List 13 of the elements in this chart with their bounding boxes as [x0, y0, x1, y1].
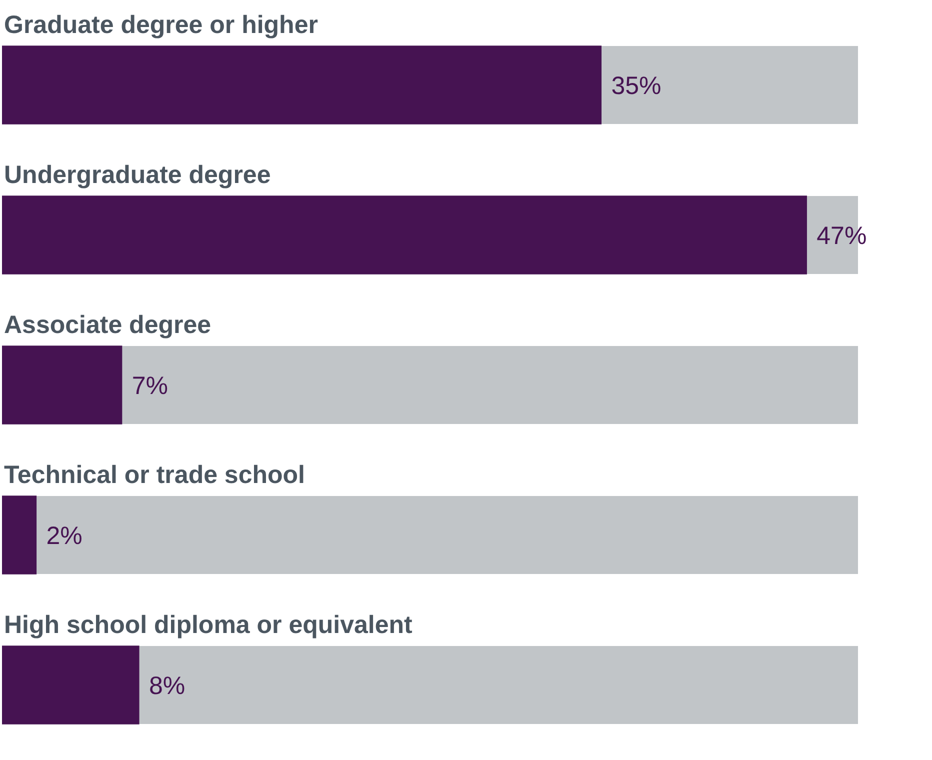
bar [2, 346, 122, 424]
y-tick-label: Undergraduate degree [4, 160, 271, 189]
bar [2, 646, 140, 724]
data-label: 35% [611, 72, 662, 100]
y-tick-label: Technical or trade school [4, 460, 306, 489]
data-label: 8% [148, 672, 186, 700]
data-label: 2% [46, 522, 82, 550]
y-tick-label: High school diploma or equivalent [4, 610, 414, 639]
data-label: 47% [816, 222, 867, 250]
y-tick-label: Graduate degree or higher [4, 10, 318, 39]
y-tick-label: Associate degree [4, 310, 212, 339]
data-label: 7% [132, 372, 168, 400]
bar [2, 496, 37, 574]
